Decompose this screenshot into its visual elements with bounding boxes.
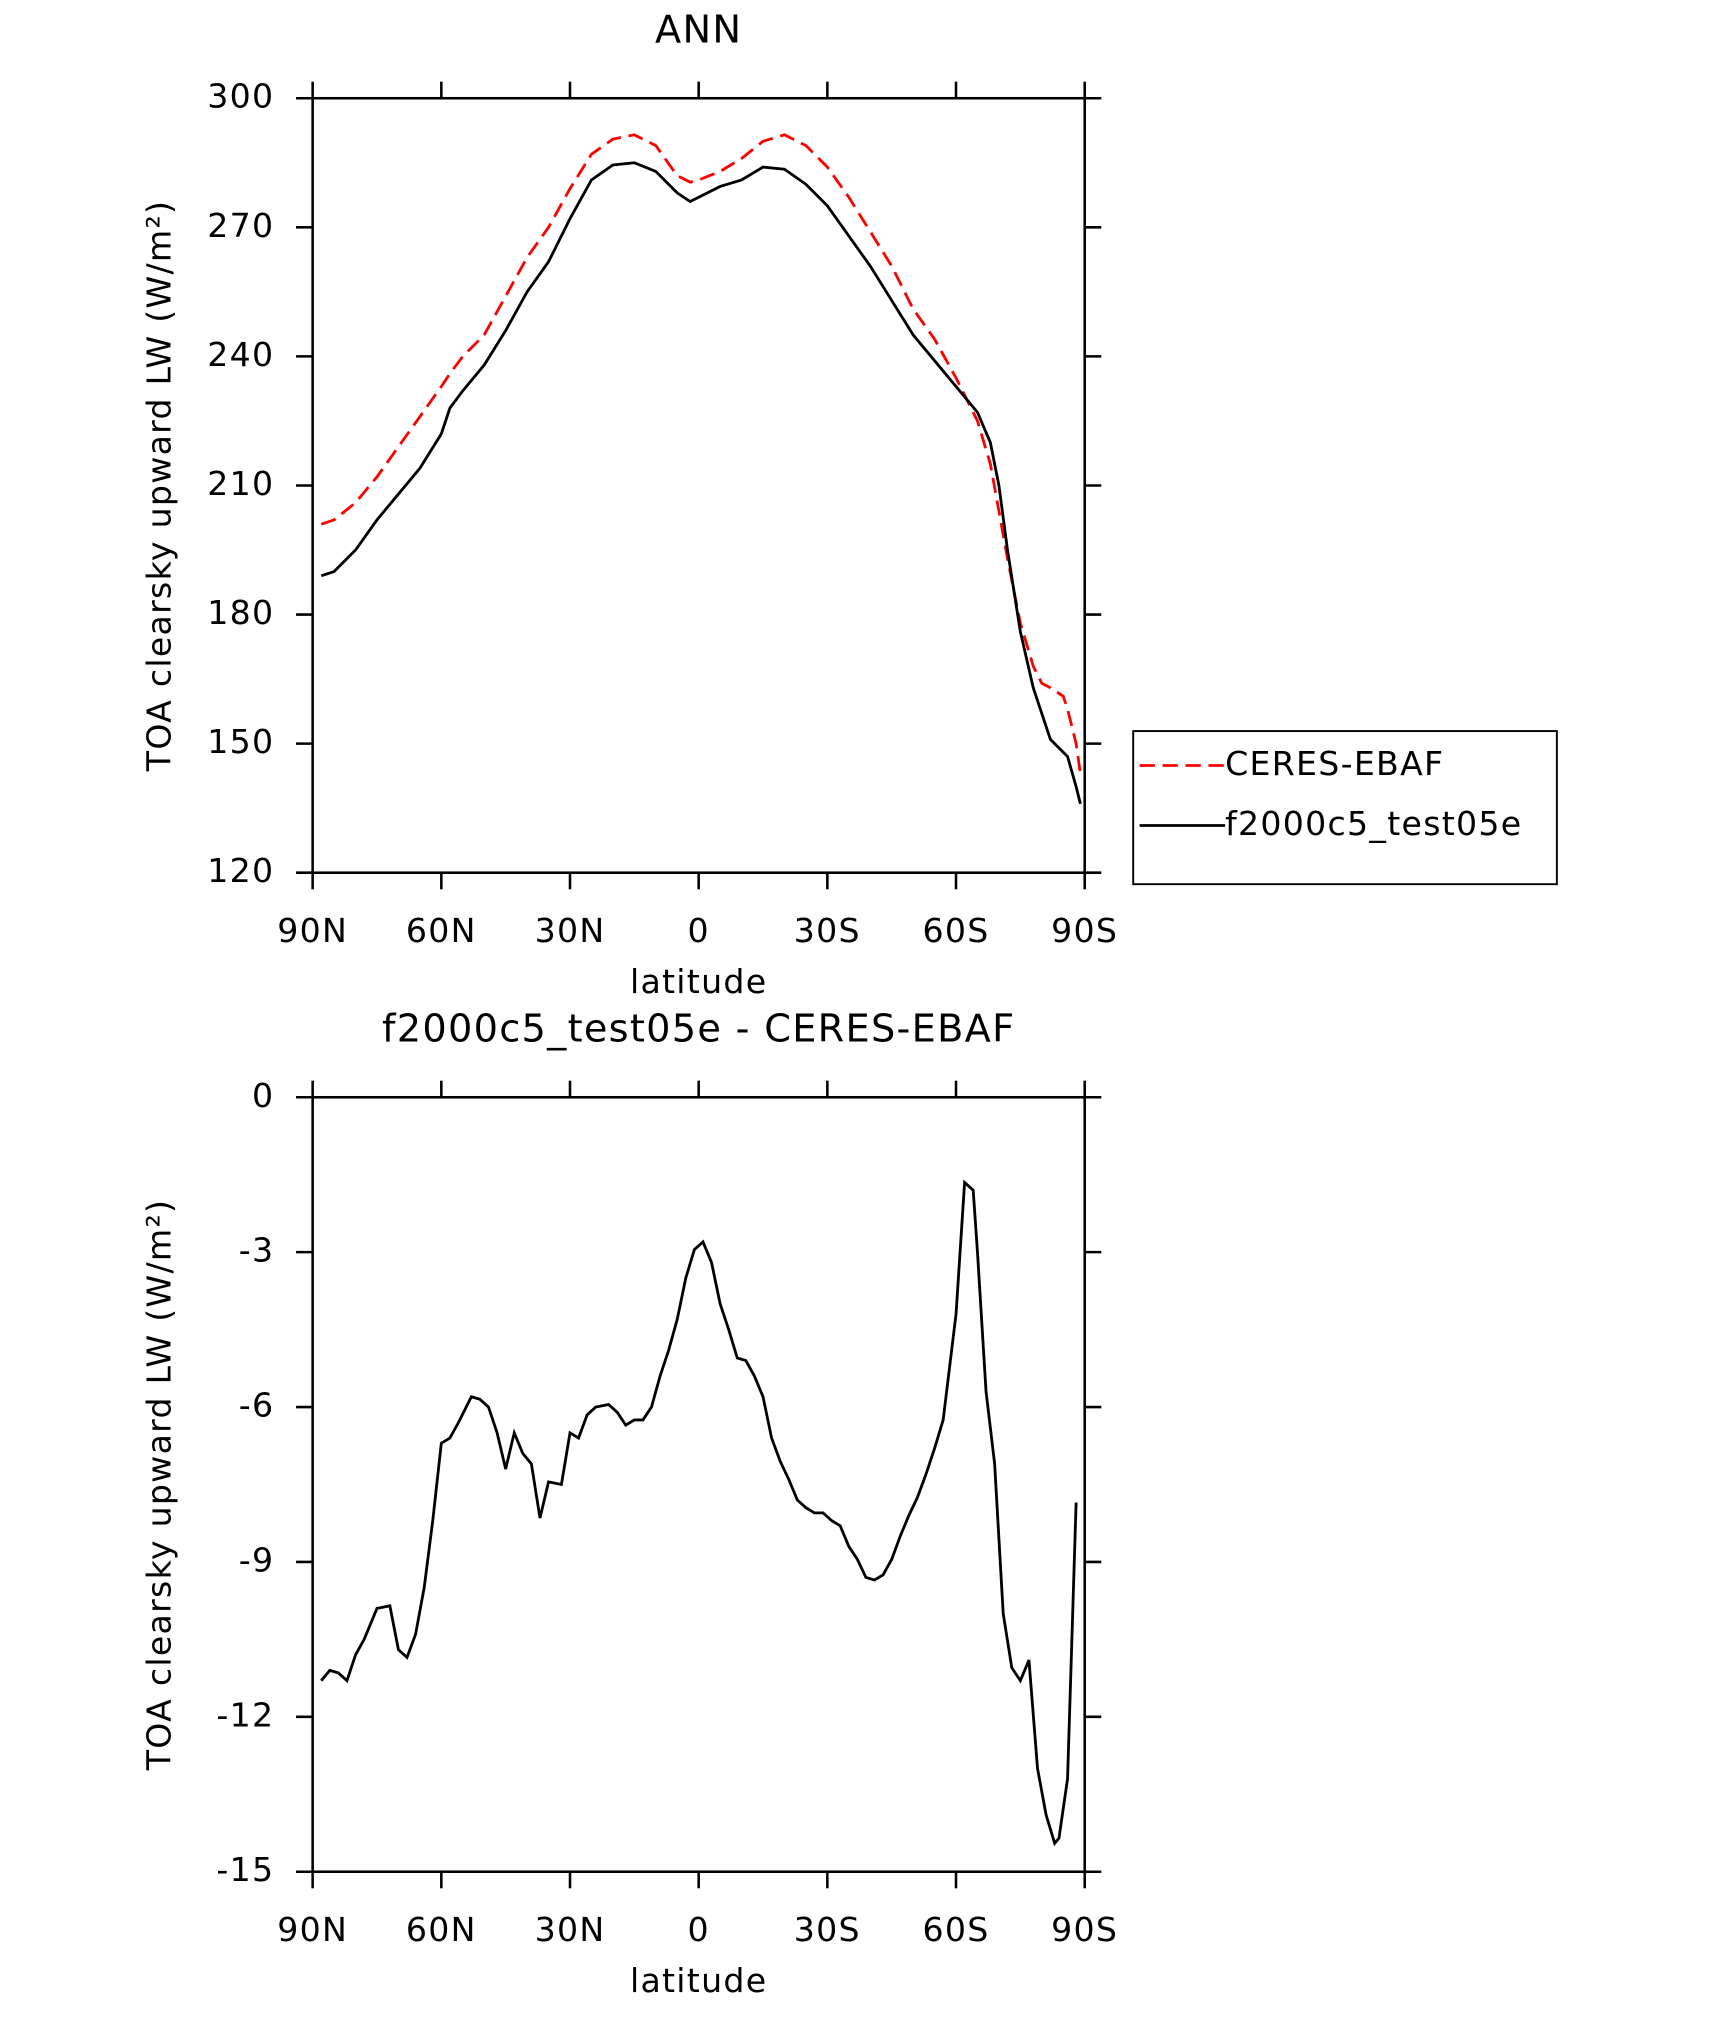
x-axis-label: latitude <box>630 962 767 1001</box>
plot-frame <box>311 1095 1086 1873</box>
plot-frame <box>311 96 1086 874</box>
y-tick-label: 270 <box>207 206 274 245</box>
y-tick-label: 120 <box>207 851 274 890</box>
y-tick-label: 210 <box>207 464 274 503</box>
x-axis-label: latitude <box>630 1961 767 2000</box>
x-tick-label: 60S <box>922 1910 989 1949</box>
y-tick-label: 0 <box>252 1076 274 1115</box>
legend-box <box>1132 730 1558 886</box>
x-tick-label: 30S <box>794 911 861 950</box>
y-tick-label: 180 <box>207 593 274 632</box>
x-tick-label: 90N <box>277 911 348 950</box>
x-tick-label: 90N <box>277 1910 348 1949</box>
x-tick-label: 30N <box>535 911 606 950</box>
legend-label: f2000c5_test05e <box>1225 804 1522 843</box>
y-axis-label: TOA clearsky upward LW (W/m²) <box>139 200 178 772</box>
data-line <box>320 161 1082 805</box>
data-line <box>320 1179 1078 1847</box>
y-tick-label: 300 <box>207 77 274 116</box>
data-line <box>320 133 1082 774</box>
chart-title: f2000c5_test05e - CERES-EBAF <box>382 1006 1015 1051</box>
y-tick-label: 150 <box>207 722 274 761</box>
y-tick-label: -15 <box>216 1850 274 1889</box>
y-tick-label: -12 <box>216 1695 274 1734</box>
x-tick-label: 60N <box>406 911 477 950</box>
x-tick-label: 30N <box>535 1910 606 1949</box>
legend-label: CERES-EBAF <box>1225 744 1444 783</box>
y-axis-label: TOA clearsky upward LW (W/m²) <box>139 1199 178 1771</box>
x-tick-label: 60S <box>922 911 989 950</box>
chart-title: ANN <box>655 7 742 52</box>
x-tick-label: 30S <box>794 1910 861 1949</box>
x-tick-label: 0 <box>687 1910 709 1949</box>
x-tick-label: 60N <box>406 1910 477 1949</box>
x-tick-label: 90S <box>1051 1910 1118 1949</box>
x-tick-label: 90S <box>1051 911 1118 950</box>
y-tick-label: 240 <box>207 335 274 374</box>
y-tick-label: -9 <box>239 1540 275 1579</box>
y-tick-label: -3 <box>239 1231 275 1270</box>
x-tick-label: 0 <box>687 911 709 950</box>
y-tick-label: -6 <box>239 1386 275 1425</box>
